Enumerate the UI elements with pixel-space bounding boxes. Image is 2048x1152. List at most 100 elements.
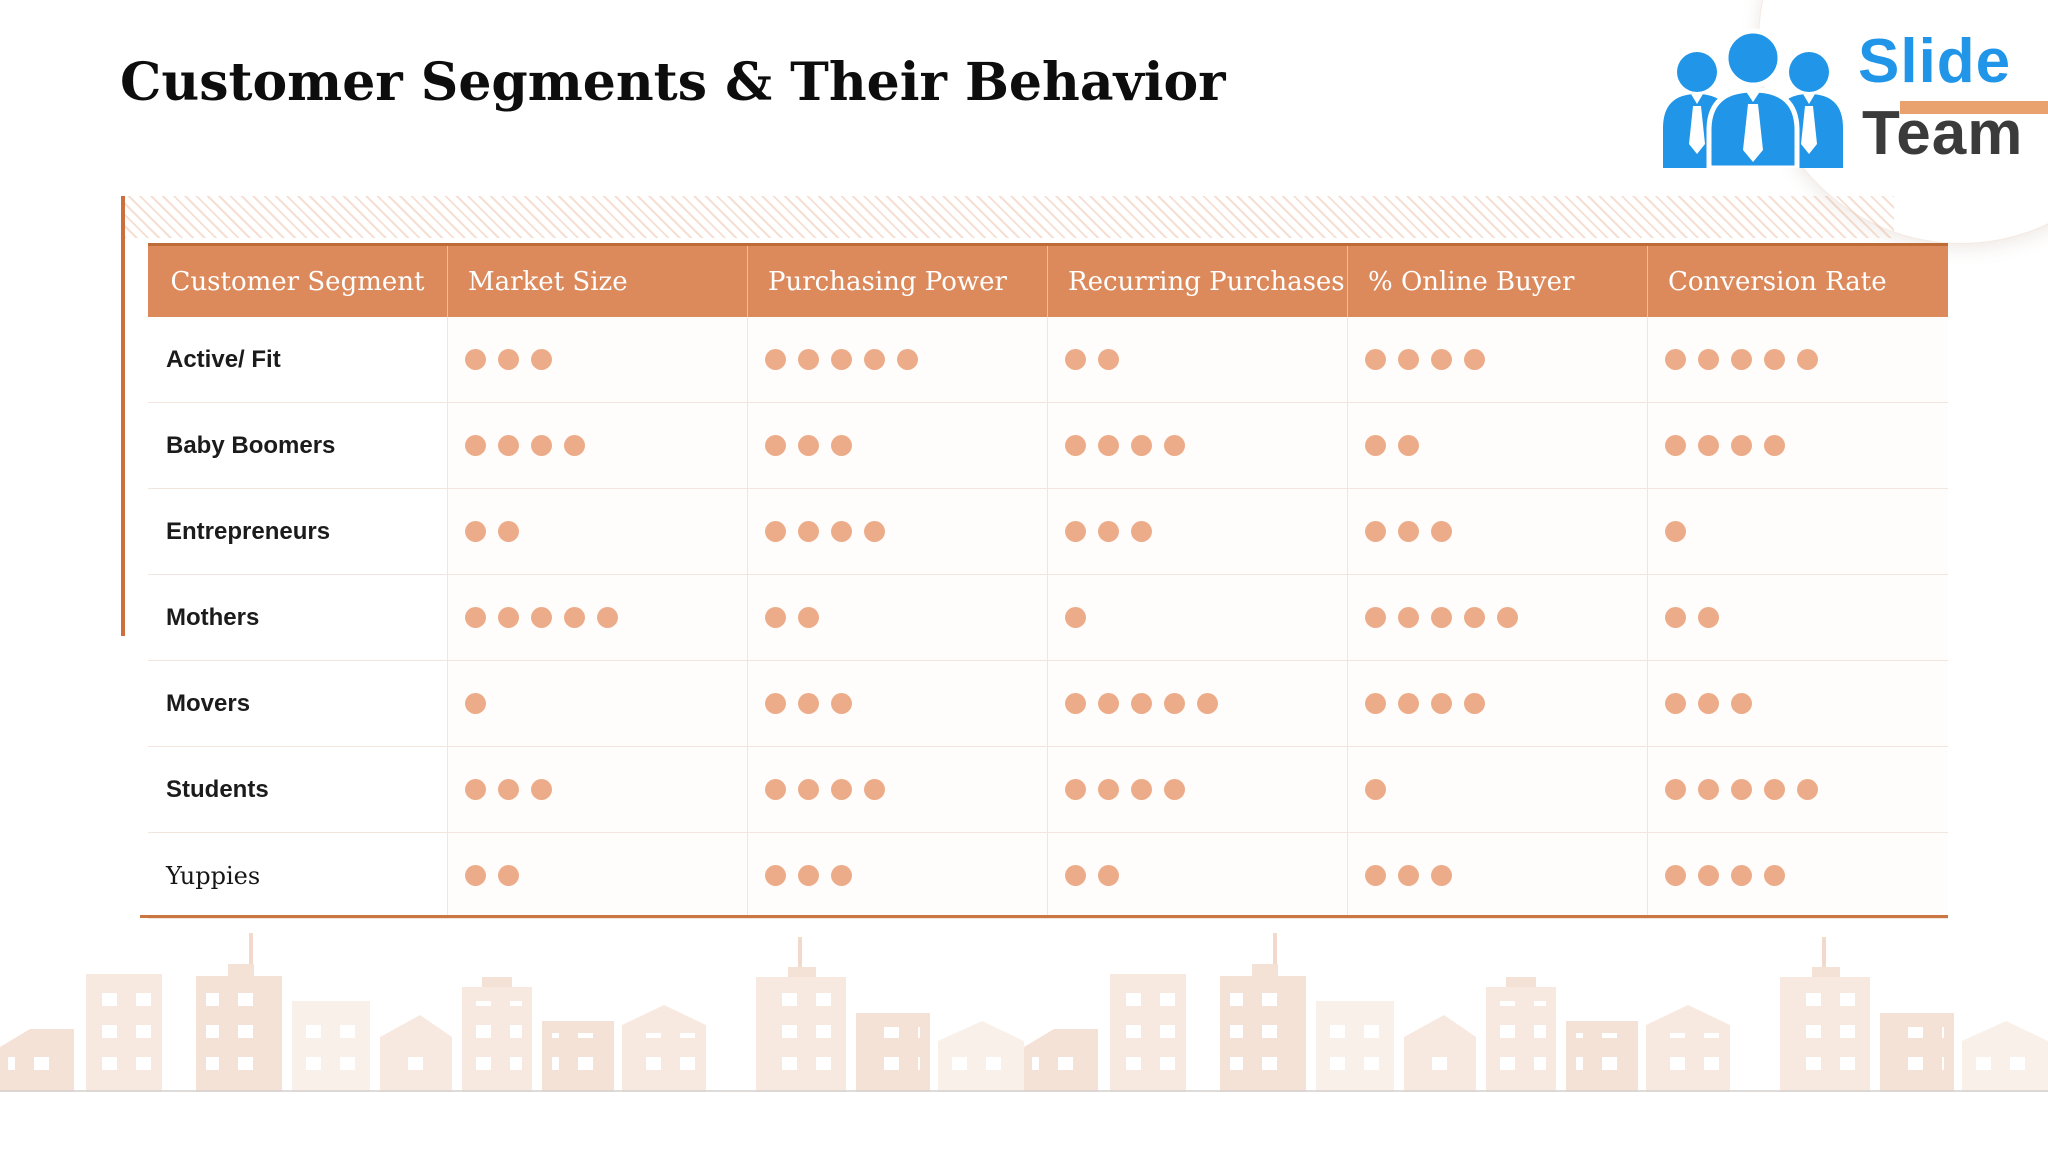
- rating-dot: [798, 521, 819, 542]
- rating-cell: [748, 575, 1048, 660]
- rating-dot: [1065, 865, 1086, 886]
- rating-dot: [765, 865, 786, 886]
- row-label-cell: Entrepreneurs: [148, 489, 448, 574]
- logo-accent-bar: [1900, 101, 2048, 114]
- rating-cell: [1348, 317, 1648, 402]
- rating-dot: [1497, 607, 1518, 628]
- rating-cell: [1348, 747, 1648, 832]
- rating-dot: [1797, 779, 1818, 800]
- hatched-decor-band: [124, 196, 1894, 238]
- rating-dot: [1398, 349, 1419, 370]
- rating-dot: [1698, 865, 1719, 886]
- table-row: Students: [148, 747, 1948, 833]
- rating-dot: [1098, 435, 1119, 456]
- rating-cell: [1348, 489, 1648, 574]
- column-header: Market Size: [448, 246, 748, 317]
- rating-dot: [765, 435, 786, 456]
- rating-dot: [564, 435, 585, 456]
- rating-cell: [1048, 317, 1348, 402]
- rating-dot: [897, 349, 918, 370]
- rating-dot: [1065, 349, 1086, 370]
- skyline-baseline: [0, 1090, 2048, 1092]
- rating-dot: [465, 693, 486, 714]
- rating-dot: [498, 865, 519, 886]
- rating-dot: [1197, 693, 1218, 714]
- rating-dot: [798, 349, 819, 370]
- rating-cell: [448, 575, 748, 660]
- rating-cell: [448, 661, 748, 746]
- rating-dot: [1464, 607, 1485, 628]
- rating-dot: [1764, 865, 1785, 886]
- table-body: Active/ Fit Baby Boomers Entrepreneurs Moth…: [148, 317, 1948, 919]
- rating-cell: [748, 833, 1048, 918]
- rating-dot: [1131, 693, 1152, 714]
- rating-dot: [531, 607, 552, 628]
- rating-dot: [1398, 607, 1419, 628]
- rating-dot: [765, 779, 786, 800]
- rating-dot: [798, 435, 819, 456]
- column-header: Conversion Rate: [1668, 266, 1887, 297]
- rating-dot: [1731, 779, 1752, 800]
- rating-cell: [748, 747, 1048, 832]
- rating-dot: [498, 779, 519, 800]
- table-row: Baby Boomers: [148, 403, 1948, 489]
- table-row: Movers: [148, 661, 1948, 747]
- rating-dot: [1764, 349, 1785, 370]
- rating-dot: [1398, 521, 1419, 542]
- rating-dot: [498, 435, 519, 456]
- rating-dot: [1665, 349, 1686, 370]
- rating-dot: [1098, 779, 1119, 800]
- rating-dot: [1464, 349, 1485, 370]
- table-row: Yuppies: [148, 833, 1948, 919]
- page-title: Customer Segments & Their Behavior: [120, 52, 1226, 113]
- rating-dot: [597, 607, 618, 628]
- rating-dot: [1698, 607, 1719, 628]
- row-label-cell: Baby Boomers: [148, 403, 448, 488]
- rating-dot: [765, 693, 786, 714]
- rating-cell: [1648, 489, 1948, 574]
- rating-dot: [1431, 349, 1452, 370]
- team-people-icon: [1653, 26, 1853, 173]
- rating-dot: [1665, 607, 1686, 628]
- rating-dot: [1731, 349, 1752, 370]
- rating-dot: [1164, 779, 1185, 800]
- rating-dot: [1365, 607, 1386, 628]
- rating-dot: [1131, 435, 1152, 456]
- row-label-cell: Mothers: [148, 575, 448, 660]
- rating-cell: [1348, 833, 1648, 918]
- rating-dot: [1731, 693, 1752, 714]
- rating-dot: [564, 607, 585, 628]
- logo-text-slide: Slide: [1858, 27, 2012, 96]
- rating-cell: [1048, 575, 1348, 660]
- rating-cell: [1048, 403, 1348, 488]
- row-label-cell: Movers: [148, 661, 448, 746]
- rating-dot: [1665, 865, 1686, 886]
- rating-dot: [1698, 435, 1719, 456]
- table-header-row: Customer Segment Market Size Purchasing Po…: [148, 243, 1948, 317]
- rating-dot: [1464, 693, 1485, 714]
- column-header: Purchasing Power: [748, 246, 1048, 317]
- rating-dot: [1365, 865, 1386, 886]
- rating-dot: [1065, 435, 1086, 456]
- rating-dot: [531, 349, 552, 370]
- rating-cell: [1048, 489, 1348, 574]
- rating-dot: [1665, 779, 1686, 800]
- rating-dot: [864, 779, 885, 800]
- rating-cell: [1648, 747, 1948, 832]
- rating-cell: [748, 317, 1048, 402]
- rating-dot: [1665, 693, 1686, 714]
- rating-cell: [448, 489, 748, 574]
- rating-dot: [765, 349, 786, 370]
- rating-dot: [798, 779, 819, 800]
- rating-dot: [1365, 521, 1386, 542]
- rating-cell: [1048, 833, 1348, 918]
- rating-dot: [1398, 693, 1419, 714]
- rating-dot: [1098, 693, 1119, 714]
- rating-cell: [748, 489, 1048, 574]
- rating-dot: [498, 521, 519, 542]
- column-header: % Online Buyer: [1348, 246, 1648, 317]
- rating-cell: [1648, 833, 1948, 918]
- rating-dot: [1665, 435, 1686, 456]
- rating-dot: [498, 349, 519, 370]
